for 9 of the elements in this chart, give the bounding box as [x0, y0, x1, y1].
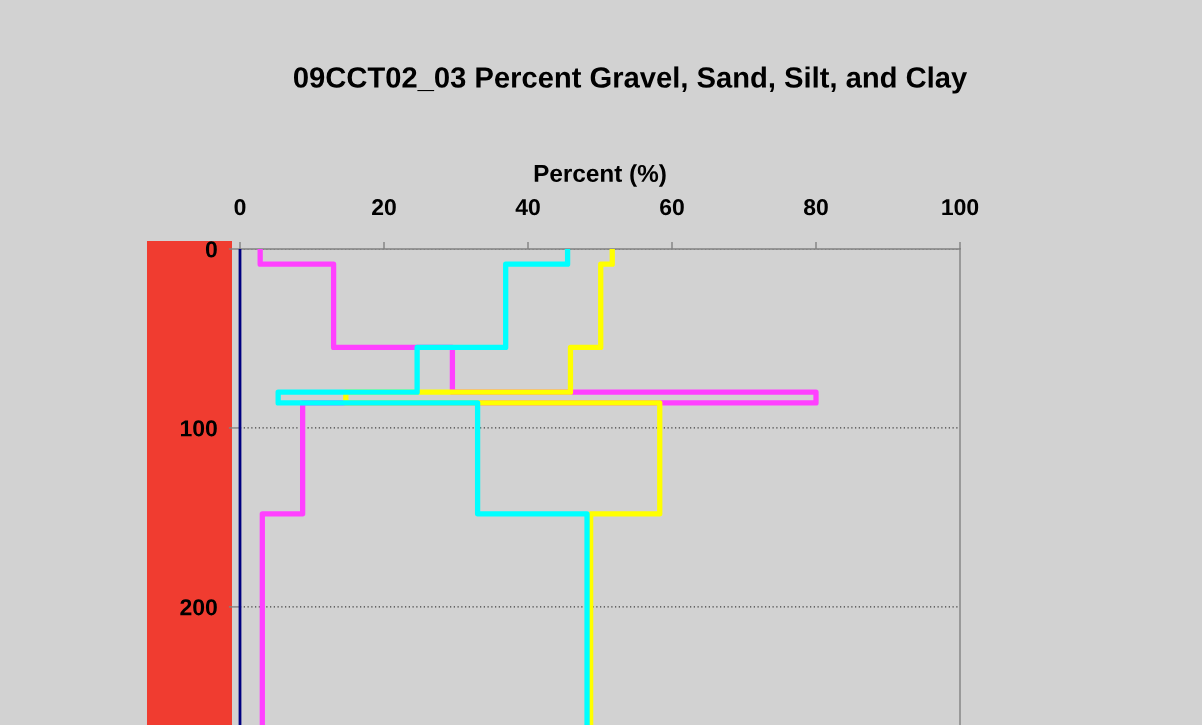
x-tick-label: 40: [515, 199, 540, 216]
line-series: [238, 247, 242, 725]
x-tick-label: 0: [234, 199, 246, 216]
x-tick-label: 100: [942, 199, 979, 216]
x-axis-title: Percent (%): [534, 164, 666, 187]
x-tick-label: 20: [372, 199, 396, 216]
x-tick-label: 80: [803, 199, 828, 216]
x-tick-label: 60: [660, 199, 684, 216]
chart-title: 09CCT02_03 Percent Gravel, Sand, Silt, and Clay: [293, 66, 968, 94]
